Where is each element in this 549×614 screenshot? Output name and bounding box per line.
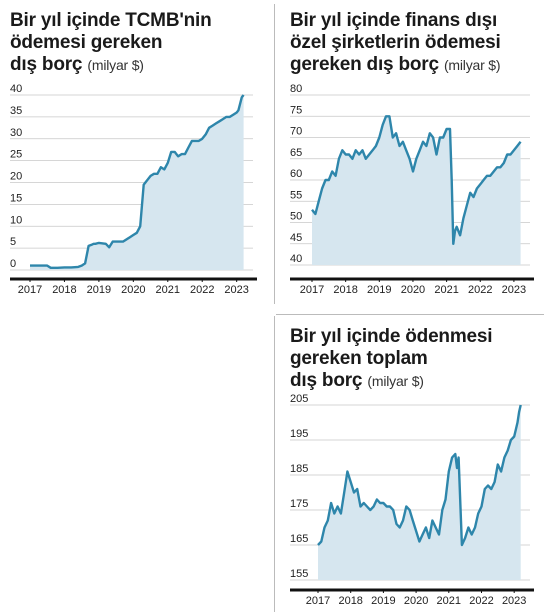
chart-unit: (milyar $) [367,373,424,389]
x-tick-label: 2018 [52,284,76,296]
x-tick-label: 2020 [404,595,428,607]
chart-title-line: ödemesi gereken [10,32,163,53]
y-tick-label: 10 [10,214,22,226]
y-tick-label: 25 [10,149,22,161]
y-tick-label: 40 [290,253,302,265]
x-tick-label: 2018 [338,595,362,607]
x-tick-label: 2021 [156,284,180,296]
y-tick-label: 15 [10,192,22,204]
x-tick-label: 2017 [18,284,42,296]
y-tick-label: 185 [290,463,308,475]
chart-title-private: Bir yıl içinde finans dışı özel şirketle… [290,10,501,76]
y-tick-label: 55 [290,189,302,201]
y-tick-label: 30 [10,127,22,139]
chart-unit: (milyar $) [443,57,501,73]
x-tick-label: 2023 [224,284,248,296]
y-tick-label: 75 [290,104,302,116]
y-tick-label: 70 [290,126,302,138]
chart-title-tcmb: Bir yıl içinde TCMB'nin ödemesi gereken … [10,10,212,76]
x-tick-label: 2022 [469,595,493,607]
x-tick-label: 2019 [371,595,395,607]
chart-panel-total: Bir yıl içinde ödenmesi gereken toplam d… [290,326,493,392]
x-tick-label: 2021 [434,284,458,296]
series-area [318,405,521,580]
x-tick-label: 2023 [502,595,526,607]
chart-title-line: özel şirketlerin ödemesi [290,32,501,53]
series-area [30,95,244,270]
x-tick-label: 2017 [306,595,330,607]
y-tick-label: 60 [290,168,302,180]
chart-panel-tcmb: Bir yıl içinde TCMB'nin ödemesi gereken … [10,10,212,76]
y-tick-label: 0 [10,258,16,270]
chart-title-line: dış borç [290,370,363,391]
y-tick-label: 5 [10,236,16,248]
chart-title-line: gereken dış borç [290,54,439,75]
x-tick-label: 2018 [333,284,357,296]
y-tick-label: 20 [10,171,22,183]
y-tick-label: 155 [290,568,308,580]
divider [274,4,275,304]
series-line [317,404,522,547]
x-tick-label: 2020 [121,284,145,296]
y-tick-label: 205 [290,393,308,405]
x-tick-label: 2017 [300,284,324,296]
y-tick-label: 175 [290,498,308,510]
chart-title-line: Bir yıl içinde ödenmesi [290,326,493,347]
x-tick-label: 2020 [401,284,425,296]
chart-title-line: Bir yıl içinde TCMB'nin [10,10,212,31]
x-tick-label: 2023 [502,284,526,296]
divider [274,316,275,612]
chart-title-line: Bir yıl içinde finans dışı [290,10,498,31]
y-tick-label: 50 [290,211,302,223]
chart-title-line: dış borç [10,54,83,75]
y-tick-label: 80 [290,83,302,95]
divider [276,314,544,315]
y-tick-label: 65 [290,147,302,159]
y-tick-label: 195 [290,428,308,440]
y-tick-label: 45 [290,232,302,244]
series-line [30,94,245,269]
x-tick-label: 2021 [437,595,461,607]
x-tick-label: 2019 [87,284,111,296]
chart-unit: (milyar $) [87,57,144,73]
y-tick-label: 165 [290,533,308,545]
x-tick-label: 2019 [367,284,391,296]
y-tick-label: 35 [10,105,22,117]
chart-title-total: Bir yıl içinde ödenmesi gereken toplam d… [290,326,493,392]
y-tick-label: 40 [10,83,22,95]
x-tick-label: 2022 [190,284,214,296]
x-tick-label: 2022 [468,284,492,296]
chart-title-line: gereken toplam [290,348,428,369]
series-line [311,115,522,245]
series-area [312,116,521,265]
chart-panel-private: Bir yıl içinde finans dışı özel şirketle… [290,10,501,76]
